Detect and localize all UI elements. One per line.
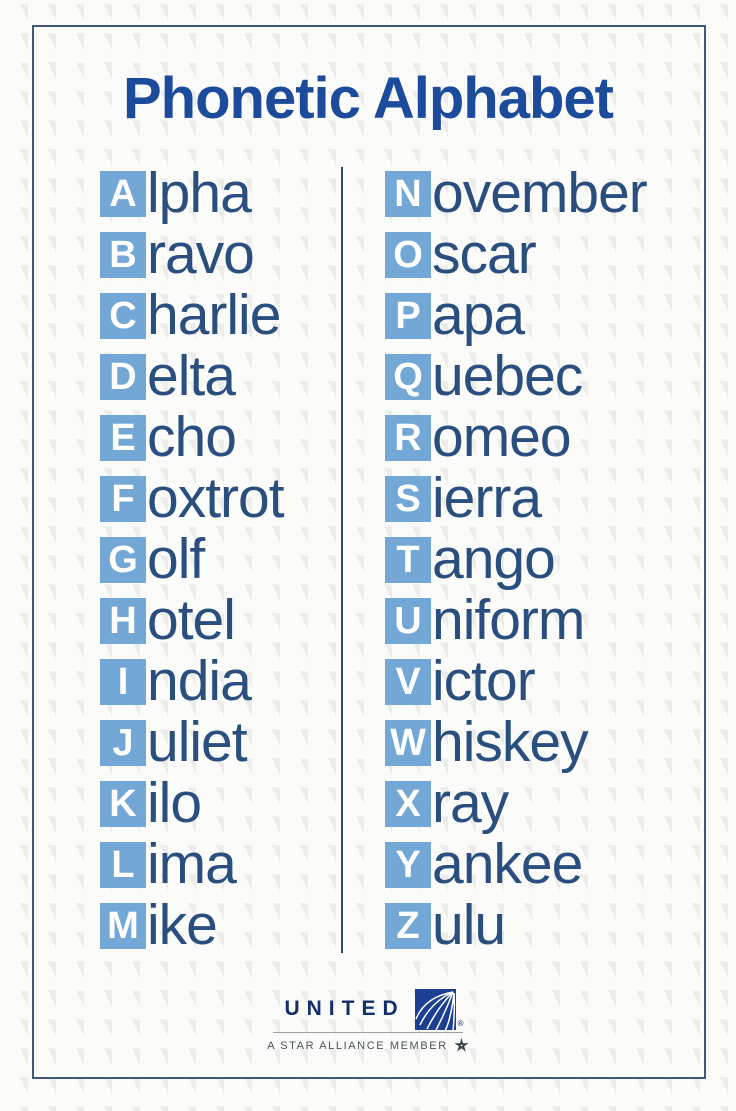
letter-box: X <box>385 780 431 827</box>
word-rest: ulu <box>432 893 506 957</box>
star-alliance-tagline: A STAR ALLIANCE MEMBER <box>267 1039 448 1052</box>
word-rest: ovember <box>432 161 648 225</box>
united-logo-block: UNITED ® A STAR ALLIANCE MEMBER <box>0 988 736 1053</box>
word-rest: ray <box>432 771 509 835</box>
word-rest: olf <box>147 527 205 591</box>
word-rest: niform <box>432 588 585 652</box>
word-rest: ravo <box>147 222 255 286</box>
letter-box: M <box>100 902 146 949</box>
letter-box: R <box>385 414 431 461</box>
letter-box: W <box>385 719 431 766</box>
word-rest: ilo <box>147 771 202 835</box>
word-rest: hiskey <box>432 710 589 774</box>
word-rest: ango <box>432 527 556 591</box>
letter-box: F <box>100 475 146 522</box>
letter-box: O <box>385 231 431 278</box>
letter-box: H <box>100 597 146 644</box>
letter-box: B <box>100 231 146 278</box>
letter-box: Q <box>385 353 431 400</box>
united-brand-row: UNITED ® <box>0 988 736 1030</box>
word-rest: uebec <box>432 344 583 408</box>
word-rest: omeo <box>432 405 572 469</box>
letter-box: P <box>385 292 431 339</box>
letter-box: S <box>385 475 431 522</box>
letter-box: U <box>385 597 431 644</box>
registered-trademark-symbol: ® <box>457 1019 464 1028</box>
letter-box: Z <box>385 902 431 949</box>
word-rest: ictor <box>432 649 536 713</box>
letter-box: G <box>100 536 146 583</box>
letter-box: T <box>385 536 431 583</box>
united-wordmark: UNITED <box>284 997 405 1020</box>
word-rest: lpha <box>147 161 252 225</box>
word-rest: ankee <box>432 832 583 896</box>
letter-box: A <box>100 170 146 217</box>
letter-box: L <box>100 841 146 888</box>
letter-box: N <box>385 170 431 217</box>
word-rest: elta <box>147 344 236 408</box>
letter-box: D <box>100 353 146 400</box>
letter-box: K <box>100 780 146 827</box>
word-rest: scar <box>432 222 537 286</box>
word-rest: ike <box>147 893 218 957</box>
word-rest: otel <box>147 588 236 652</box>
word-rest: apa <box>432 283 525 347</box>
word-rest: harlie <box>147 283 281 347</box>
word-rest: ndia <box>147 649 252 713</box>
word-rest: ierra <box>432 466 542 530</box>
letter-box: E <box>100 414 146 461</box>
united-globe-icon <box>414 988 456 1030</box>
star-alliance-star-icon <box>454 1038 469 1052</box>
star-alliance-row: A STAR ALLIANCE MEMBER <box>0 1038 736 1053</box>
footer-divider-line <box>273 1032 463 1033</box>
word-rest: cho <box>147 405 237 469</box>
letter-box: C <box>100 292 146 339</box>
column-divider <box>341 167 343 953</box>
word-rest: ima <box>147 832 237 896</box>
word-rest: oxtrot <box>147 466 285 530</box>
page-title: Phonetic Alphabet <box>123 66 614 131</box>
letter-box: Y <box>385 841 431 888</box>
letter-box: I <box>100 658 146 705</box>
word-rest: uliet <box>147 710 248 774</box>
letter-box: J <box>100 719 146 766</box>
letter-box: V <box>385 658 431 705</box>
